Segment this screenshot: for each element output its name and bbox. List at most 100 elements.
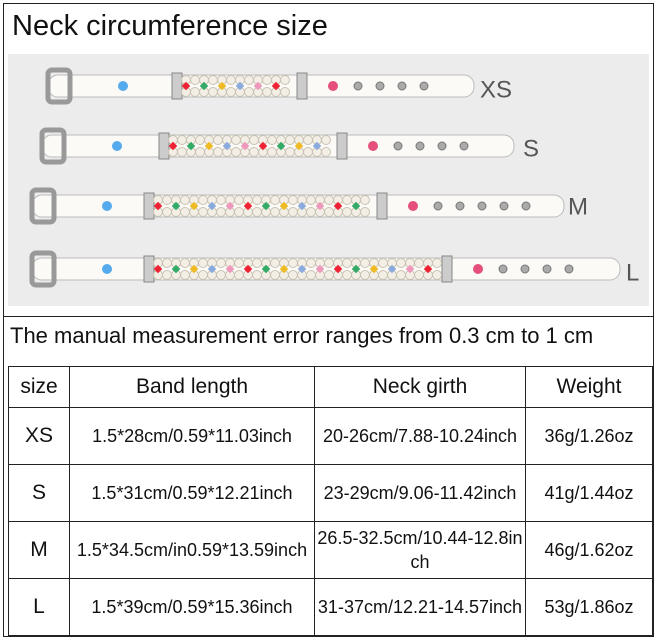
- pearl: [262, 75, 272, 85]
- gem: [276, 141, 286, 151]
- pearl: [162, 207, 172, 217]
- pearl: [231, 135, 241, 145]
- collar-photo: XS S M L: [8, 54, 649, 306]
- pearl: [252, 258, 262, 268]
- pearl: [414, 258, 424, 268]
- table-cell: 36g/1.26oz: [525, 407, 653, 465]
- hole: [521, 201, 531, 211]
- gem: [369, 264, 379, 274]
- gem: [261, 201, 271, 211]
- pearl: [321, 135, 331, 145]
- pearl: [378, 270, 388, 280]
- gem: [112, 141, 122, 151]
- pearl: [306, 207, 316, 217]
- clamp: [336, 132, 348, 160]
- pearl: [396, 270, 406, 280]
- clamp: [376, 192, 388, 220]
- title: Neck circumference size: [12, 10, 328, 42]
- pearl: [285, 147, 295, 157]
- note: The manual measurement error ranges from…: [10, 323, 594, 348]
- hole: [419, 81, 429, 91]
- size-label: S: [523, 135, 539, 162]
- header-cell: Neck girth: [314, 366, 526, 408]
- pearl: [234, 258, 244, 268]
- gem: [240, 141, 250, 151]
- pearl: [270, 207, 280, 217]
- pearl: [432, 270, 442, 280]
- hole: [477, 201, 487, 211]
- pearl: [234, 270, 244, 280]
- header-row: size Band length Neck girth Weight: [8, 366, 653, 408]
- pearl: [270, 270, 280, 280]
- pearl: [177, 135, 187, 145]
- header-cell: Weight: [525, 366, 653, 408]
- table-cell: XS: [8, 407, 70, 465]
- gem: [351, 201, 361, 211]
- pearl: [270, 195, 280, 205]
- gem: [207, 201, 217, 211]
- gem: [118, 81, 128, 91]
- gem: [297, 264, 307, 274]
- pearl: [396, 258, 406, 268]
- table-row: M 1.5*34.5cm/in0.59*13.59inch 26.5-32.5cm/…: [8, 521, 653, 579]
- frame: Neck circumference size XS S M L The manual…: [3, 3, 654, 637]
- table-row: S 1.5*31cm/0.59*12.21inch 23-29cm/9.06-11.…: [8, 464, 653, 522]
- pearl: [378, 258, 388, 268]
- hole: [415, 141, 425, 151]
- gem: [408, 201, 418, 211]
- gem: [328, 81, 338, 91]
- hole: [542, 264, 552, 274]
- pearl: [321, 147, 331, 157]
- pearl: [226, 87, 236, 97]
- pearl: [244, 75, 254, 85]
- gem: [243, 201, 253, 211]
- size-label: L: [626, 259, 639, 286]
- pearl: [226, 75, 236, 85]
- table-row: XS 1.5*28cm/0.59*11.03inch 20-26cm/7.88-10…: [8, 407, 653, 465]
- pearl: [213, 135, 223, 145]
- pearl: [285, 135, 295, 145]
- gem: [168, 141, 178, 151]
- gem: [351, 264, 361, 274]
- pearl: [198, 195, 208, 205]
- pearl: [162, 270, 172, 280]
- pearl: [360, 270, 370, 280]
- pearl: [195, 135, 205, 145]
- pearl: [288, 258, 298, 268]
- pearl: [414, 270, 424, 280]
- buckle: [45, 67, 73, 105]
- hole: [455, 201, 465, 211]
- gem: [102, 264, 112, 274]
- pearl: [208, 87, 218, 97]
- pearl: [180, 270, 190, 280]
- pearl: [360, 195, 370, 205]
- pearl: [267, 147, 277, 157]
- gem: [368, 141, 378, 151]
- buckle: [29, 250, 57, 288]
- hole: [520, 264, 530, 274]
- gem: [102, 201, 112, 211]
- table-cell: 23-29cm/9.06-11.42inch: [314, 464, 526, 522]
- pearl: [270, 258, 280, 268]
- clamp: [441, 255, 453, 283]
- gem: [153, 264, 163, 274]
- hole: [393, 141, 403, 151]
- gem: [279, 264, 289, 274]
- pearl: [288, 270, 298, 280]
- table-cell: 1.5*28cm/0.59*11.03inch: [69, 407, 315, 465]
- gem: [204, 141, 214, 151]
- pearl: [198, 207, 208, 217]
- table-cell: 20-26cm/7.88-10.24inch: [314, 407, 526, 465]
- buckle: [29, 187, 57, 225]
- gem: [207, 264, 217, 274]
- clamp: [158, 132, 170, 160]
- pearl: [208, 75, 218, 85]
- gem: [387, 264, 397, 274]
- gem: [225, 264, 235, 274]
- pearl: [231, 147, 241, 157]
- table-cell: 26.5-32.5cm/10.44-12.8inch: [314, 521, 526, 579]
- gem: [153, 201, 163, 211]
- table-cell: 46g/1.62oz: [525, 521, 653, 579]
- pearl: [324, 258, 334, 268]
